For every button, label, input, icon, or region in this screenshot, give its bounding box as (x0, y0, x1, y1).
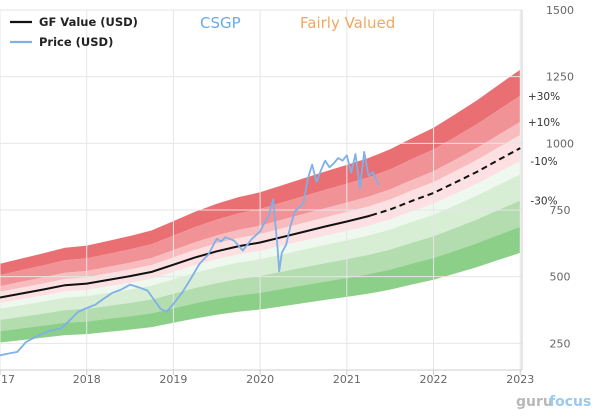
y-tick-label: 1000 (546, 137, 574, 150)
gf-value-line (0, 214, 372, 299)
y-tick-label: 1500 (546, 4, 574, 17)
y-tick-label: 1250 (546, 71, 574, 84)
watermark-logo: guru focus (516, 394, 591, 410)
band-red-4 (0, 135, 521, 304)
band-labels: +30% +10% -10% -30% (528, 91, 560, 208)
y-tick-label: 500 (550, 271, 571, 284)
band-green-3 (0, 174, 521, 320)
legend-gf-label: GF Value (USD) (39, 15, 138, 29)
legend-price-label: Price (USD) (39, 35, 113, 49)
price-line (0, 150, 380, 357)
gf-value-projection-line (370, 147, 521, 217)
band-label: -30% (530, 196, 557, 208)
band-label: +10% (528, 117, 560, 129)
x-tick-label: 2019 (159, 373, 187, 386)
legend: GF Value (USD) Price (USD) (10, 15, 138, 49)
band-red-outer (0, 69, 521, 275)
band-green-4 (0, 161, 521, 309)
chart-title: CSGP (200, 14, 241, 32)
x-tick-label: 2022 (420, 373, 448, 386)
band-red-2 (0, 95, 521, 287)
x-tick-label: 2020 (246, 373, 274, 386)
x-tick-label: 2021 (333, 373, 361, 386)
grid-lines (0, 9, 522, 370)
x-tick-label: 17 (1, 373, 15, 386)
band-label: +30% (528, 91, 560, 103)
y-tick-label: 250 (550, 337, 571, 350)
band-green-2 (0, 200, 521, 332)
watermark-focus: focus (549, 394, 591, 410)
x-tick-label: 2023 (506, 373, 534, 386)
axes: 17 2018 2019 2020 2021 2022 2023 250 500 750 1000 1… (0, 4, 574, 386)
x-tick-label: 2018 (73, 373, 101, 386)
band-label: -10% (530, 156, 557, 168)
watermark-guru: guru (516, 394, 553, 410)
valuation-status: Fairly Valued (300, 14, 395, 32)
chart-series (0, 147, 521, 357)
y-tick-label: 750 (550, 204, 571, 217)
